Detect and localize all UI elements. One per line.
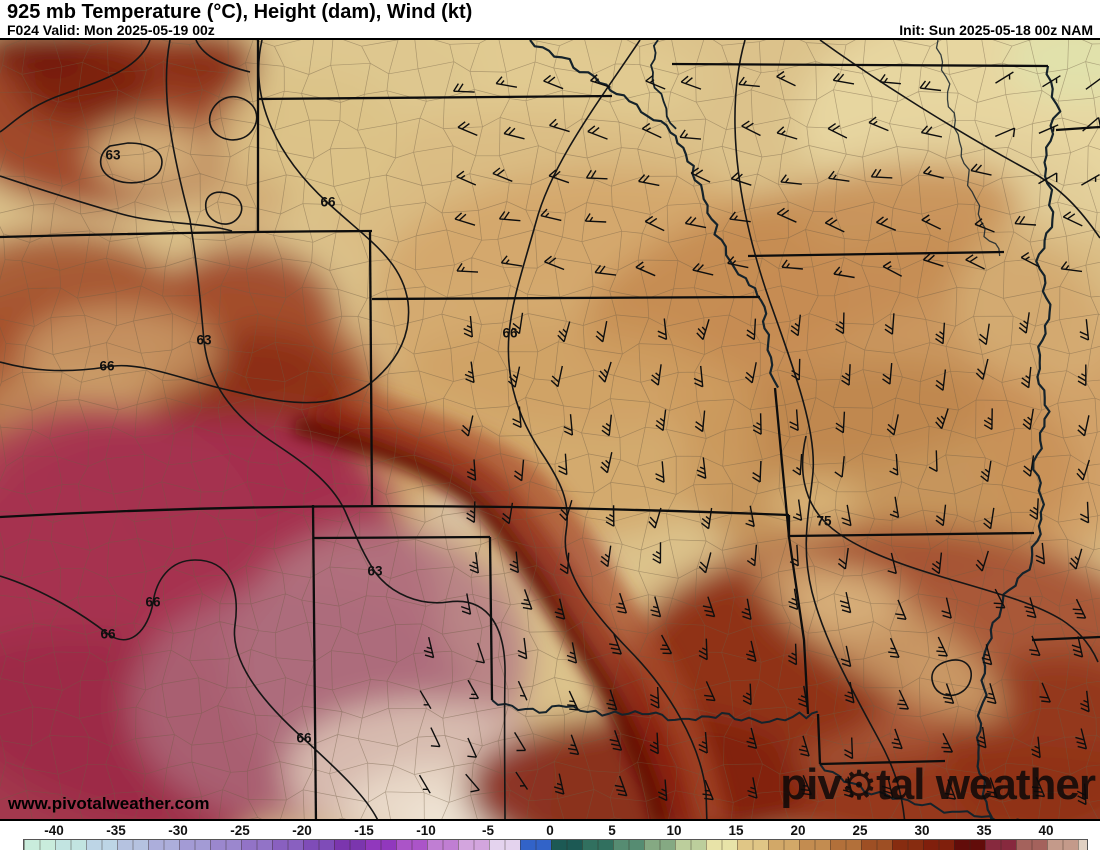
wind-barbs-layer xyxy=(418,70,1100,806)
contour-label: 75 xyxy=(816,514,832,529)
contour-label: 66 xyxy=(100,627,116,642)
rivers-layer xyxy=(491,40,1062,819)
colorbar-tick-label: 20 xyxy=(790,823,806,838)
model-init-label: Init: Sun 2025-05-18 00z NAM xyxy=(899,22,1093,38)
colorbar-tick-label: 15 xyxy=(728,823,744,838)
colorbar-tick-label: 10 xyxy=(666,823,682,838)
contour-label: 63 xyxy=(105,148,121,163)
forecast-valid-label: F024 Valid: Mon 2025-05-19 00z xyxy=(7,22,215,38)
logo-text-before: piv xyxy=(780,760,842,809)
gear-icon: ⚙ xyxy=(840,762,877,808)
contour-label: 66 xyxy=(502,326,518,341)
colorbar-tick-label: -35 xyxy=(106,823,126,838)
colorbar-tick-label: 25 xyxy=(852,823,868,838)
temperature-colorbar: -40 -35 -30 -25 -20 -15 -10 -5 0 5 10 15 20 25 30 35 40 xyxy=(0,819,1100,850)
state-borders-layer xyxy=(0,40,1100,819)
temperature-shading-layer xyxy=(0,40,1100,819)
colorbar-tick-label: -15 xyxy=(354,823,374,838)
colorbar-tick-label: 40 xyxy=(1038,823,1054,838)
contour-label: 66 xyxy=(99,359,115,374)
colorbar-tick-label: 30 xyxy=(914,823,930,838)
contour-labels-layer: 63 66 63 66 66 75 63 66 66 66 xyxy=(99,148,832,746)
url-watermark: www.pivotalweather.com xyxy=(8,794,210,813)
colorbar-tick-label: -30 xyxy=(168,823,188,838)
colorbar-tick-label: -20 xyxy=(292,823,312,838)
temperature-gradient-band-layer xyxy=(292,383,729,819)
colorbar-tick-label: -25 xyxy=(230,823,250,838)
colorbar-cell-separators xyxy=(24,840,1087,850)
contour-label: 66 xyxy=(296,731,312,746)
colorbar-tick-label: 35 xyxy=(976,823,992,838)
temperature-height-wind-map: 63 66 63 66 66 75 63 66 66 66 xyxy=(0,40,1100,819)
colorbar-tick-label: 0 xyxy=(546,823,554,838)
contour-label: 66 xyxy=(145,595,161,610)
contour-label: 63 xyxy=(367,564,383,579)
colorbar-tick-label: -40 xyxy=(44,823,64,838)
contour-label: 66 xyxy=(320,195,336,210)
pivotal-weather-logo: piv⚙tal weather xyxy=(780,760,1096,810)
colorbar-tick-label: -5 xyxy=(481,823,495,838)
colorbar-gradient xyxy=(23,839,1088,850)
logo-text-after: tal weather xyxy=(876,760,1096,809)
contour-label: 63 xyxy=(196,333,212,348)
colorbar-tick-label: -10 xyxy=(416,823,436,838)
map-header: 925 mb Temperature (°C), Height (dam), W… xyxy=(0,0,1100,40)
page-title: 925 mb Temperature (°C), Height (dam), W… xyxy=(7,1,473,23)
colorbar-tick-label: 5 xyxy=(608,823,616,838)
